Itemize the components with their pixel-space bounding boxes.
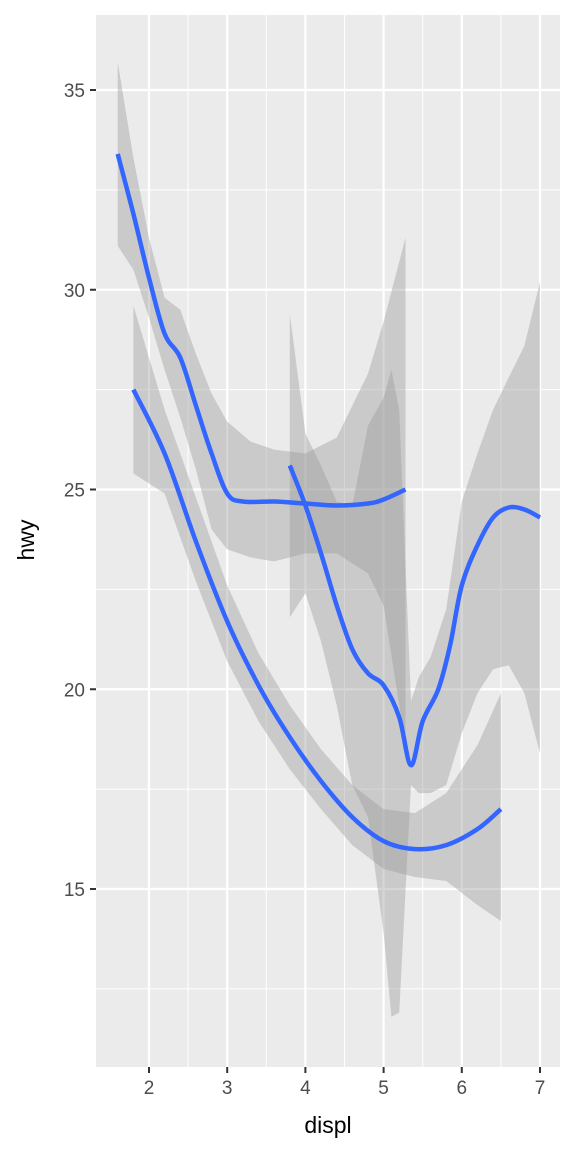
axes: 2 3 4 5 6 7 15 20 25 30 35 bbox=[64, 81, 545, 1099]
confidence-ribbons bbox=[117, 62, 540, 1017]
y-tick-label: 15 bbox=[64, 880, 85, 901]
y-axis-title: hwy bbox=[13, 519, 39, 560]
x-tick-label: 7 bbox=[535, 1078, 546, 1099]
minor-grid bbox=[96, 15, 560, 1067]
confidence-ribbon-3 bbox=[133, 305, 501, 921]
x-tick-label: 3 bbox=[222, 1078, 233, 1099]
x-tick-label: 4 bbox=[300, 1078, 311, 1099]
x-tick-label: 2 bbox=[144, 1078, 155, 1099]
major-grid bbox=[96, 15, 560, 1067]
x-tick-label: 6 bbox=[457, 1078, 468, 1099]
x-tick-label: 5 bbox=[378, 1078, 389, 1099]
smooth-line-3 bbox=[131, 388, 503, 852]
x-axis-title: displ bbox=[304, 1112, 351, 1138]
y-tick-label: 30 bbox=[64, 281, 85, 302]
smooth-line-1 bbox=[115, 153, 407, 508]
confidence-ribbon-2 bbox=[289, 281, 540, 1017]
smooth-lines bbox=[115, 153, 542, 852]
y-tick-label: 20 bbox=[64, 680, 85, 701]
y-tick-label: 35 bbox=[64, 81, 85, 102]
smooth-line-2 bbox=[287, 464, 542, 768]
y-tick-label: 25 bbox=[64, 481, 85, 502]
